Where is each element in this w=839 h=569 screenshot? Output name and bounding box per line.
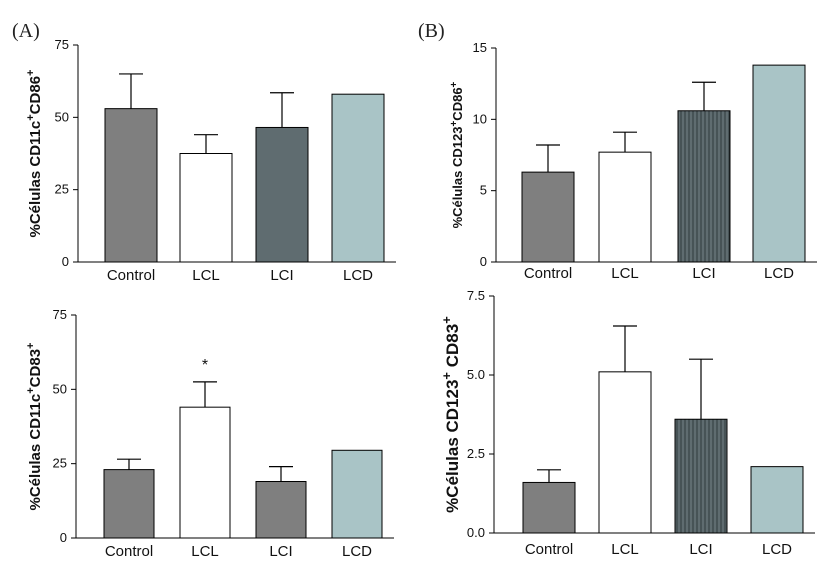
significance-marker: *: [202, 357, 208, 374]
y-axis-title: %Células CD11c+CD86+: [25, 70, 44, 238]
y-tick-label: 5.0: [467, 367, 485, 382]
chart-cd123-cd83: 0.0 2.5 5.0 7.5 Control LCL LCI LCD %Células CD1…: [439, 288, 815, 558]
y-tick-label: 25: [55, 182, 69, 197]
y-tick-label: 15: [473, 40, 487, 55]
chart-cd123-cd86: 0 5 10 15 Control LCL LCI LCD %Células CD123+CD8…: [449, 40, 817, 282]
y-tick-label: 0: [62, 254, 69, 269]
bar-lcl: [179, 406, 231, 539]
y-tick-label: 0: [480, 254, 487, 269]
x-tick-label: LCL: [611, 541, 639, 558]
y-axis-title: %Células CD11c+CD83+: [25, 343, 44, 511]
bar-lci: [677, 110, 731, 263]
x-tick-label: LCD: [343, 267, 373, 284]
y-tick-label: 50: [55, 109, 69, 124]
y-tick-label: 25: [53, 456, 67, 471]
y-tick-label: 0: [60, 530, 67, 545]
x-tick-label: Control: [524, 265, 572, 282]
x-tick-label: LCI: [269, 543, 292, 560]
bar-lcd: [752, 64, 806, 263]
panel-label-b: (B): [418, 20, 445, 42]
bar-lcd: [750, 466, 804, 534]
bar-control: [521, 171, 575, 263]
y-tick-label: 2.5: [467, 446, 485, 461]
x-tick-label: Control: [105, 543, 153, 560]
x-tick-label: LCD: [764, 265, 794, 282]
y-axis-title: %Células CD123+CD86+: [449, 81, 466, 228]
chart-cd11c-cd86: 0 25 50 75 Control LCL LCI LCD %Células CD11c+CD…: [25, 37, 396, 284]
x-tick-label: LCD: [342, 543, 372, 560]
x-tick-label: LCL: [192, 267, 220, 284]
panel-label-a: (A): [12, 20, 40, 42]
y-tick-label: 5: [480, 183, 487, 198]
x-tick-label: Control: [107, 267, 155, 284]
bar-lcl: [598, 371, 652, 534]
bar-lcd: [331, 93, 385, 263]
y-tick-label: 7.5: [467, 288, 485, 303]
x-tick-label: LCI: [692, 265, 715, 282]
bar-control: [104, 108, 158, 263]
bar-lcd: [331, 449, 383, 539]
y-tick-label: 75: [53, 307, 67, 322]
x-tick-label: LCI: [689, 541, 712, 558]
bar-lcl: [598, 151, 652, 263]
y-tick-label: 50: [53, 381, 67, 396]
x-tick-label: LCL: [611, 265, 639, 282]
bar-control: [103, 469, 155, 539]
bar-control: [522, 481, 576, 534]
bar-lcl: [179, 153, 233, 263]
chart-cd11c-cd83: 0 25 50 75 Control * LCL LCI LCD %Células CD11c+C…: [25, 307, 394, 560]
bar-lci: [255, 126, 309, 263]
y-tick-label: 0.0: [467, 525, 485, 540]
bar-lci: [674, 418, 728, 534]
bar-lci: [255, 481, 307, 539]
x-tick-label: LCD: [762, 541, 792, 558]
y-tick-label: 75: [55, 37, 69, 52]
y-axis-title: %Células CD123+ CD83+: [439, 316, 463, 513]
x-tick-label: LCL: [191, 543, 219, 560]
x-tick-label: Control: [525, 541, 573, 558]
x-tick-label: LCI: [270, 267, 293, 284]
y-tick-label: 10: [473, 111, 487, 126]
